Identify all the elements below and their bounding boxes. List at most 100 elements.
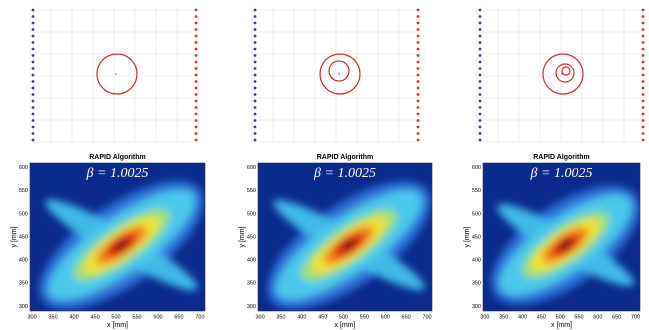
source-dot [31,47,35,51]
x-tick-label: 300 [28,314,37,320]
y-label: y [mm] [239,226,246,247]
source-dot [31,54,35,57]
x-tick-label: 650 [402,314,411,320]
x-tick-label: 300 [480,314,489,320]
x-tick-label: 350 [276,314,285,320]
title: RAPID Algorithm [317,154,374,161]
receiver-dot [416,28,420,31]
receiver-dot [641,41,645,44]
source-dot [31,15,35,18]
title: RAPID Algorithm [533,154,590,161]
receiver-dot [641,15,645,18]
receiver-dot [194,119,198,122]
source-dot [253,41,257,44]
source-dot [31,21,35,25]
receiver-dot [194,106,198,109]
source-dot [478,28,482,31]
x-tick-label: 500 [556,314,565,320]
x-tick-label: 350 [499,314,508,320]
y-tick-label: 300 [472,304,481,310]
source-dot [253,15,257,18]
receiver-dot [641,106,645,109]
receiver-dot [194,125,198,129]
receiver-dot [194,8,198,12]
receiver-dot [641,93,645,96]
receiver-dot [641,99,645,103]
x-tick-label: 400 [518,314,527,320]
source-dot [31,67,35,70]
source-dot [478,132,482,135]
level [559,239,572,251]
blob [491,185,640,305]
x-tick-label: 600 [381,314,390,320]
y-label: y [mm] [464,226,471,247]
source-dot [31,8,35,12]
y-tick-label: 600 [247,165,256,171]
source-dot [253,67,257,70]
x-tick-label: 450 [537,314,546,320]
y-tick-label: 550 [472,188,481,194]
source-dot [253,138,257,142]
receiver-dot [641,132,645,135]
receiver-dot [194,86,198,90]
source-dot [31,34,35,38]
receiver-dot [641,28,645,31]
receiver-dot [641,21,645,25]
source-dot [31,99,35,103]
ring [561,66,571,76]
source-dot [31,80,35,83]
receiver-dot [641,112,645,116]
receiver-dot [194,73,198,77]
ring [319,53,361,95]
receiver-dot [194,80,198,83]
receiver-dot [641,54,645,57]
source-dot [31,125,35,129]
level [115,239,128,251]
receiver-dot [194,93,198,96]
receiver-dot [641,86,645,90]
source-dot [478,15,482,18]
receiver-dot [194,67,198,70]
center [115,73,117,75]
heatmap [39,180,204,310]
receiver-dot [416,80,420,83]
source-dot [31,41,35,44]
heatmap-panel: RAPID Algorithm β = 1.0025 300 350 400 450 500… [239,154,433,329]
receiver-dot [416,86,420,90]
receiver-dot [416,99,420,103]
y-tick-label: 300 [19,304,28,310]
receiver-dot [416,41,420,44]
source-dot [31,119,35,122]
source-dot [253,99,257,103]
y-tick-label: 300 [247,304,256,310]
ring [96,53,138,95]
receiver-dot [194,41,198,44]
source-dot [31,106,35,109]
top-panel [29,8,199,143]
receiver-dot [416,21,420,25]
receiver-dot [194,138,198,142]
receiver-dot [194,47,198,51]
receiver-dot [416,112,420,116]
source-dot [31,86,35,90]
source-dot [253,28,257,31]
source-dot [478,41,482,44]
source-dot [253,73,257,77]
x-tick-label: 550 [574,314,583,320]
receiver-dot [194,112,198,116]
source-dot [31,138,35,142]
receiver-dot [194,54,198,57]
source-dot [478,67,482,70]
blob [39,180,204,310]
receiver-dot [641,8,645,12]
receiver-dot [416,15,420,18]
receiver-dot [416,60,420,64]
receiver-dot [194,15,198,18]
heatmap-panel: RAPID Algorithm β = 1.0025 300 350 400 450 500… [464,154,641,329]
blob [267,181,431,309]
source-dot [253,132,257,135]
source-dot [478,138,482,142]
y-tick-label: 500 [19,211,28,217]
receiver-dot [416,138,420,142]
